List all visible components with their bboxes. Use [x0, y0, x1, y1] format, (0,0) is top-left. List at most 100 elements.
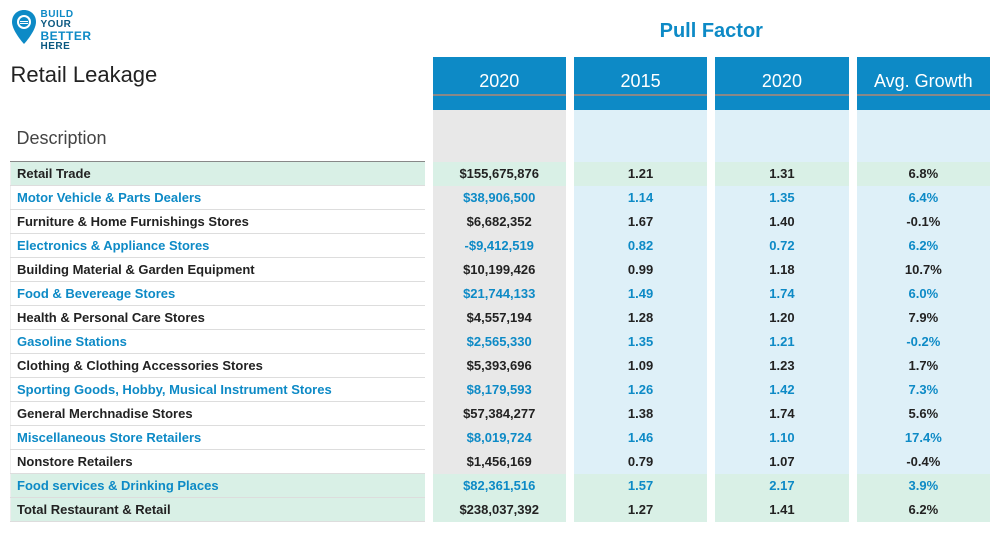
column-header: 2020	[715, 57, 848, 110]
table-row: Building Material & Garden Equipment $10,…	[11, 258, 991, 282]
row-value: $5,393,696	[433, 354, 566, 378]
row-value: $1,456,169	[433, 450, 566, 474]
row-value: 6.0%	[857, 282, 990, 306]
row-value: 1.38	[574, 402, 707, 426]
row-value: 17.4%	[857, 426, 990, 450]
row-value: 1.09	[574, 354, 707, 378]
table-row: Food & Bevereage Stores $21,744,133 1.49 1.…	[11, 282, 991, 306]
table-row: Clothing & Clothing Accessories Stores $5…	[11, 354, 991, 378]
row-value: 1.18	[715, 258, 848, 282]
row-value: 3.9%	[857, 474, 990, 498]
row-value: 1.28	[574, 306, 707, 330]
row-value: 0.82	[574, 234, 707, 258]
row-value: 1.42	[715, 378, 848, 402]
row-value: 1.31	[715, 162, 848, 186]
brand-line4: HERE	[41, 42, 92, 52]
row-value: $82,361,516	[433, 474, 566, 498]
column-header: 2020	[433, 57, 566, 110]
row-value: 1.20	[715, 306, 848, 330]
row-value: 7.9%	[857, 306, 990, 330]
row-description: Building Material & Garden Equipment	[11, 258, 425, 282]
row-value: 1.74	[715, 402, 848, 426]
table-row: Miscellaneous Store Retailers $8,019,724 1…	[11, 426, 991, 450]
row-value: 1.41	[715, 498, 848, 522]
row-value: 2.17	[715, 474, 848, 498]
row-description: Gasoline Stations	[11, 330, 425, 354]
row-value: $8,179,593	[433, 378, 566, 402]
row-value: $21,744,133	[433, 282, 566, 306]
table-row: Health & Personal Care Stores $4,557,194 1…	[11, 306, 991, 330]
row-description: Clothing & Clothing Accessories Stores	[11, 354, 425, 378]
row-value: 10.7%	[857, 258, 990, 282]
row-value: $10,199,426	[433, 258, 566, 282]
row-value: 6.4%	[857, 186, 990, 210]
row-value: 1.46	[574, 426, 707, 450]
row-value: $4,557,194	[433, 306, 566, 330]
spacer-cell	[433, 110, 566, 162]
row-value: 1.35	[574, 330, 707, 354]
row-value: 1.40	[715, 210, 848, 234]
row-value: 5.6%	[857, 402, 990, 426]
row-value: $6,682,352	[433, 210, 566, 234]
row-description: Motor Vehicle & Parts Dealers	[11, 186, 425, 210]
description-label: Description	[17, 114, 419, 157]
spacer-row: Description	[11, 110, 991, 162]
row-value: $238,037,392	[433, 498, 566, 522]
row-value: 6.8%	[857, 162, 990, 186]
column-header: 2015	[574, 57, 707, 110]
row-value: 1.07	[715, 450, 848, 474]
row-value: 1.49	[574, 282, 707, 306]
map-pin-icon	[11, 10, 37, 44]
page-title: Retail Leakage	[11, 62, 425, 88]
row-description: Food services & Drinking Places	[11, 474, 425, 498]
table-row: General Merchnadise Stores $57,384,277 1.3…	[11, 402, 991, 426]
pull-factor-heading: Pull Factor	[433, 10, 990, 57]
brand-logo: BUILD YOUR BETTER HERE	[11, 10, 425, 52]
row-value: 0.79	[574, 450, 707, 474]
row-value: 1.10	[715, 426, 848, 450]
row-value: 1.23	[715, 354, 848, 378]
row-value: $57,384,277	[433, 402, 566, 426]
row-value: 1.27	[574, 498, 707, 522]
row-value: 1.7%	[857, 354, 990, 378]
table-row: Food services & Drinking Places $82,361,5…	[11, 474, 991, 498]
row-value: -0.2%	[857, 330, 990, 354]
column-header: Avg. Growth	[857, 57, 990, 110]
row-value: $38,906,500	[433, 186, 566, 210]
row-value: 1.21	[715, 330, 848, 354]
row-value: 1.57	[574, 474, 707, 498]
spacer-cell	[857, 110, 990, 162]
row-description: Food & Bevereage Stores	[11, 282, 425, 306]
row-description: Total Restaurant & Retail	[11, 498, 425, 522]
table-row: Furniture & Home Furnishings Stores $6,68…	[11, 210, 991, 234]
row-value: $8,019,724	[433, 426, 566, 450]
row-description: Miscellaneous Store Retailers	[11, 426, 425, 450]
row-value: 1.26	[574, 378, 707, 402]
row-description: Sporting Goods, Hobby, Musical Instrumen…	[11, 378, 425, 402]
row-description: Health & Personal Care Stores	[11, 306, 425, 330]
row-value: 1.14	[574, 186, 707, 210]
table-row: Total Restaurant & Retail $238,037,392 1.2…	[11, 498, 991, 522]
row-description: General Merchnadise Stores	[11, 402, 425, 426]
table-row: Sporting Goods, Hobby, Musical Instrumen…	[11, 378, 991, 402]
row-value: -0.4%	[857, 450, 990, 474]
row-value: 0.72	[715, 234, 848, 258]
row-value: 0.99	[574, 258, 707, 282]
table-row: Motor Vehicle & Parts Dealers $38,906,500…	[11, 186, 991, 210]
row-value: 1.67	[574, 210, 707, 234]
row-value: 7.3%	[857, 378, 990, 402]
spacer-cell	[574, 110, 707, 162]
row-value: -0.1%	[857, 210, 990, 234]
row-value: 1.21	[574, 162, 707, 186]
table-row: Gasoline Stations $2,565,330 1.35 1.21 -0.2%	[11, 330, 991, 354]
row-description: Retail Trade	[11, 162, 425, 186]
row-value: 1.35	[715, 186, 848, 210]
row-description: Electronics & Appliance Stores	[11, 234, 425, 258]
spacer-cell	[715, 110, 848, 162]
row-value: 6.2%	[857, 498, 990, 522]
row-value: $2,565,330	[433, 330, 566, 354]
row-description: Furniture & Home Furnishings Stores	[11, 210, 425, 234]
row-value: 1.74	[715, 282, 848, 306]
row-description: Nonstore Retailers	[11, 450, 425, 474]
row-value: -$9,412,519	[433, 234, 566, 258]
